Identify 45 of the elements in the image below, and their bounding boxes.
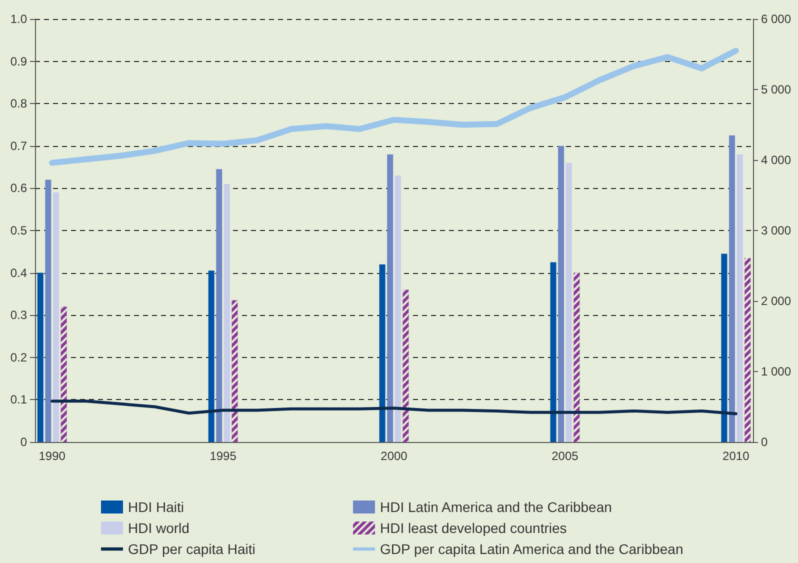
y-tick-label: 0 <box>20 435 28 449</box>
bar <box>52 192 59 442</box>
y2-tick-label: 0 <box>761 435 768 449</box>
y-tick-label: 0.4 <box>10 266 28 280</box>
bar <box>208 270 214 442</box>
y-tick-label: 0.2 <box>10 350 28 364</box>
x-tick-label: 2010 <box>722 449 750 463</box>
bar <box>721 254 728 442</box>
bar <box>45 180 52 442</box>
bar <box>729 135 736 442</box>
x-tick-label: 1995 <box>210 449 237 463</box>
legend-label: HDI least developed countries <box>380 520 567 536</box>
y-tick-label: 0.7 <box>10 138 28 153</box>
bar <box>550 262 556 442</box>
y-tick-label: 0.1 <box>10 392 28 407</box>
legend-label: HDI Haiti <box>128 499 184 515</box>
line-series <box>50 400 738 416</box>
bar <box>736 154 743 442</box>
legend-label: HDI world <box>128 520 190 536</box>
y-tick-label: 1.0 <box>10 12 28 26</box>
y-tick-label: 0.5 <box>10 224 28 238</box>
y2-tick-label: 5 000 <box>761 82 792 96</box>
bar <box>387 154 394 442</box>
y-tick-label: 0.9 <box>10 54 28 68</box>
y2-tick-label: 2 000 <box>761 294 792 308</box>
y2-tick-label: 4 000 <box>761 153 792 167</box>
bar <box>37 272 44 442</box>
y-tick-label: 0.3 <box>10 308 28 322</box>
y-tick-label: 0.6 <box>10 181 28 196</box>
x-tick-label: 1990 <box>38 449 66 463</box>
x-tick-label: 2000 <box>380 449 408 463</box>
legend-label: HDI Latin America and the Caribbean <box>380 499 612 515</box>
x-tick-label: 2005 <box>552 449 579 463</box>
y-tick-label: 0.8 <box>10 96 28 111</box>
y2-tick-label: 3 000 <box>761 224 792 238</box>
y2-tick-label: 1 000 <box>761 364 792 378</box>
y2-tick-label: 6 000 <box>761 12 792 26</box>
bar <box>379 264 386 442</box>
bar <box>566 162 572 442</box>
bar <box>216 169 222 442</box>
legend-label: GDP per capita Haiti <box>128 541 256 557</box>
bar <box>394 176 401 442</box>
legend-label: GDP per capita Latin America and the Caribbean <box>380 541 684 557</box>
bar <box>224 184 230 442</box>
bar <box>558 146 564 442</box>
